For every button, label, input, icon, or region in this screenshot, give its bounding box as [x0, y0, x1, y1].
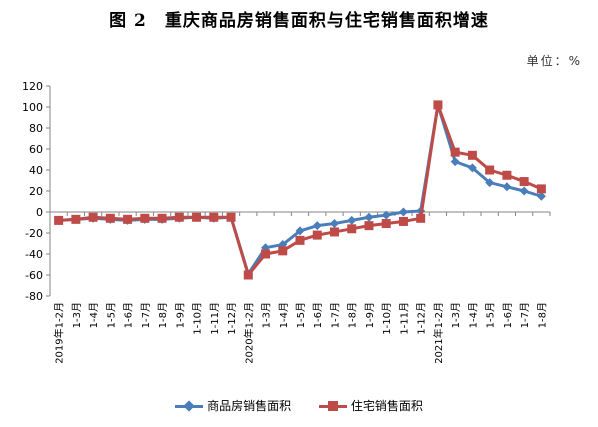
data-point-square[interactable] [364, 221, 374, 231]
x-tick-label: 1-6月 [502, 302, 514, 328]
data-point-square[interactable] [312, 230, 322, 240]
legend-swatch-square-icon [318, 400, 347, 411]
legend-label-series-b: 住宅销售面积 [350, 399, 423, 413]
x-tick-label: 1-8月 [157, 302, 169, 328]
data-point-square[interactable] [226, 212, 236, 222]
x-tick-label: 1-7月 [140, 302, 152, 328]
data-point-square[interactable] [278, 246, 288, 256]
legend-item-series-a[interactable]: 商品房销售面积 [175, 397, 291, 414]
data-point-square[interactable] [347, 224, 357, 234]
legend-swatch-diamond-icon [175, 399, 204, 412]
data-point-diamond[interactable] [312, 221, 322, 231]
data-point-square[interactable] [485, 165, 495, 175]
x-tick-label: 1-5月 [485, 302, 497, 328]
x-tick-label: 1-4月 [88, 302, 100, 328]
y-tick-label: -80 [25, 290, 43, 303]
series-line-a [58, 103, 542, 276]
y-tick-label: 120 [22, 80, 43, 93]
y-tick-label: 20 [29, 185, 43, 198]
data-point-diamond[interactable] [347, 215, 357, 225]
x-tick-label: 2020年1-2月 [242, 302, 255, 364]
x-tick-label: 1-4月 [467, 302, 479, 328]
x-tick-label: 1-3月 [261, 302, 273, 328]
data-point-diamond[interactable] [364, 212, 374, 222]
legend-item-series-b[interactable]: 住宅销售面积 [318, 397, 423, 414]
data-point-diamond[interactable] [536, 191, 546, 201]
data-point-square[interactable] [381, 219, 391, 229]
data-point-square[interactable] [243, 270, 253, 280]
y-tick-label: 0 [36, 206, 43, 219]
unit-label: 单位：% [526, 54, 582, 68]
data-point-square[interactable] [450, 147, 460, 157]
data-point-square[interactable] [536, 184, 546, 194]
data-point-diamond[interactable] [329, 219, 339, 229]
chart-legend: 商品房销售面积 住宅销售面积 [0, 397, 598, 414]
data-point-square[interactable] [519, 177, 529, 187]
x-tick-label: 1-12月 [416, 302, 428, 335]
x-tick-label: 1-7月 [329, 302, 341, 328]
x-tick-label: 1-11月 [209, 302, 221, 335]
data-point-square[interactable] [192, 212, 202, 222]
data-point-square[interactable] [88, 212, 98, 222]
data-point-diamond[interactable] [450, 157, 460, 167]
x-tick-label: 1-9月 [174, 302, 186, 328]
data-point-diamond[interactable] [502, 182, 512, 192]
data-point-square[interactable] [398, 216, 408, 226]
data-point-diamond[interactable] [398, 207, 408, 217]
x-tick-label: 1-10月 [192, 302, 204, 335]
data-point-diamond[interactable] [295, 226, 305, 236]
data-point-square[interactable] [54, 215, 64, 225]
data-point-square[interactable] [174, 212, 184, 222]
data-point-square[interactable] [105, 213, 115, 223]
x-tick-label: 1-5月 [105, 302, 117, 328]
y-tick-label: 100 [22, 101, 43, 114]
data-point-square[interactable] [209, 212, 219, 222]
data-point-square[interactable] [157, 213, 167, 223]
line-chart: -80 -60 -40 -20 0 20 40 60 80 100 120 2019年1-2月 1-3月… [22, 80, 551, 364]
data-point-diamond[interactable] [519, 186, 529, 196]
y-tick-label: 80 [29, 122, 43, 135]
series-line-b [58, 103, 542, 277]
y-tick-label: 60 [29, 143, 43, 156]
data-point-square[interactable] [140, 213, 150, 223]
y-tick-label: -60 [25, 269, 43, 282]
x-tick-label: 1-6月 [312, 302, 324, 328]
data-point-diamond[interactable] [485, 178, 495, 188]
x-tick-label: 1-5月 [295, 302, 307, 328]
data-point-square[interactable] [416, 213, 426, 223]
chart-title: 图 2 重庆商品房销售面积与住宅销售面积增速 [109, 11, 489, 31]
data-point-square[interactable] [295, 235, 305, 245]
data-point-square[interactable] [71, 214, 81, 224]
x-tick-label: 2019年1-2月 [53, 302, 66, 364]
x-tick-label: 1-9月 [364, 302, 376, 328]
x-tick-label: 1-8月 [347, 302, 359, 328]
legend-label-series-a: 商品房销售面积 [207, 399, 292, 413]
x-tick-label: 1-12月 [226, 302, 238, 335]
x-tick-label: 1-10月 [381, 302, 393, 335]
x-tick-label: 1-4月 [278, 302, 290, 328]
x-tick-label: 1-3月 [71, 302, 83, 328]
data-point-diamond[interactable] [381, 210, 391, 220]
y-tick-label: 40 [29, 164, 43, 177]
x-tick-label: 1-3月 [450, 302, 462, 328]
x-tick-label: 2021年1-2月 [432, 302, 445, 364]
data-point-square[interactable] [502, 170, 512, 180]
data-point-square[interactable] [467, 150, 477, 160]
x-tick-label: 1-8月 [536, 302, 548, 328]
y-tick-label: -40 [25, 248, 43, 261]
x-tick-label: 1-6月 [123, 302, 135, 328]
x-tick-label: 1-7月 [519, 302, 531, 328]
y-tick-label: -20 [25, 227, 43, 240]
data-point-square[interactable] [329, 227, 339, 237]
data-point-square[interactable] [261, 249, 271, 259]
data-point-diamond[interactable] [467, 163, 477, 173]
x-tick-label: 1-11月 [398, 302, 410, 335]
data-point-square[interactable] [433, 100, 443, 110]
data-point-square[interactable] [123, 214, 133, 224]
